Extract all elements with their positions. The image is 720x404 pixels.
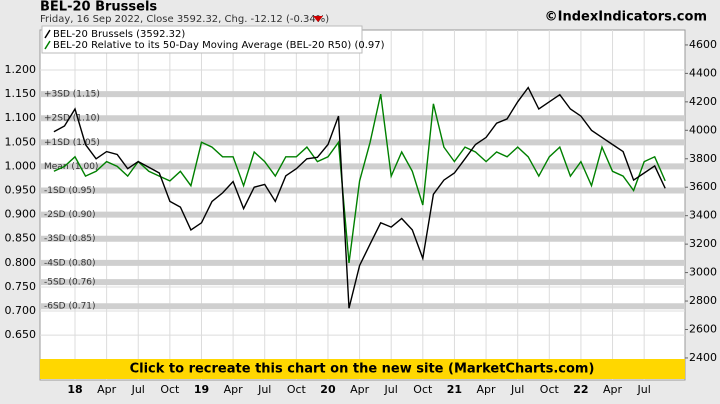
x-tick-label: 20 bbox=[320, 383, 336, 396]
y2-tick-label: 2600 bbox=[689, 322, 717, 335]
down-arrow bbox=[313, 16, 323, 22]
banner[interactable]: Click to recreate this chart on the new … bbox=[130, 362, 595, 377]
y2-tick-label: 3200 bbox=[689, 237, 717, 250]
sd-label: Mean (1.00) bbox=[44, 162, 98, 172]
y-tick-label: 0.700 bbox=[5, 304, 37, 317]
sd-label: -6SD (0.71) bbox=[44, 302, 96, 312]
x-tick-label: 21 bbox=[447, 383, 462, 396]
sd-label: +3SD (1.15) bbox=[44, 90, 100, 100]
y2-tick-label: 3400 bbox=[689, 209, 717, 222]
x-tick-label: Oct bbox=[160, 383, 180, 396]
y2-tick-label: 4200 bbox=[689, 95, 717, 108]
y-tick-label: 0.750 bbox=[5, 280, 37, 293]
series-line bbox=[53, 93, 666, 263]
chart-title: BEL-20 Brussels bbox=[40, 0, 157, 15]
y2-tick-label: 4000 bbox=[689, 123, 717, 136]
lines bbox=[53, 86, 666, 309]
sd-label: +1SD (1.05) bbox=[44, 138, 100, 148]
x-tick-label: Oct bbox=[287, 383, 307, 396]
banner-bg[interactable] bbox=[40, 359, 685, 379]
y-tick-label: 1.050 bbox=[5, 135, 37, 148]
y-tick-label: 1.200 bbox=[5, 63, 37, 76]
x-tick-label: Apr bbox=[477, 383, 497, 396]
x-tick-label: Jul bbox=[510, 383, 524, 396]
x-tick-label: Jul bbox=[257, 383, 271, 396]
y2-tick-label: 3800 bbox=[689, 152, 717, 165]
sd-label: -5SD (0.76) bbox=[44, 278, 96, 288]
sd-label: -3SD (0.85) bbox=[44, 234, 96, 244]
y-tick-label: 1.000 bbox=[5, 159, 37, 172]
x-tick-label: Apr bbox=[97, 383, 117, 396]
axes: 0.650 0.700 0.750 0.800 0.850 0.900 0.950 1.000… bbox=[5, 38, 718, 396]
legend: BEL-20 Brussels (3592.32)BEL-20 Relative… bbox=[41, 25, 385, 54]
sd-label: -2SD (0.90) bbox=[44, 210, 96, 220]
y-tick-label: 0.950 bbox=[5, 184, 37, 197]
source: ©IndexIndicators.com bbox=[545, 10, 707, 25]
y-tick-label: 1.150 bbox=[5, 87, 37, 100]
chart-subtitle: Friday, 16 Sep 2022, Close 3592.32, Chg.… bbox=[40, 14, 329, 25]
y2-tick-label: 3000 bbox=[689, 266, 717, 279]
x-tick-label: Apr bbox=[224, 383, 244, 396]
x-tick-label: Jul bbox=[384, 383, 398, 396]
sd-label: +2SD (1.10) bbox=[44, 114, 100, 124]
x-tick-label: Oct bbox=[540, 383, 560, 396]
legend-swatch bbox=[44, 29, 51, 39]
series-line bbox=[53, 86, 666, 309]
legend-label: BEL-20 Relative to its 50-Day Moving Ave… bbox=[53, 40, 385, 51]
sd-label: -4SD (0.80) bbox=[44, 258, 96, 268]
legend-box bbox=[41, 25, 363, 54]
x-tick-label: 19 bbox=[194, 383, 209, 396]
x-tick-label: Jul bbox=[637, 383, 651, 396]
y-tick-label: 0.900 bbox=[5, 208, 37, 221]
y-tick-label: 1.100 bbox=[5, 111, 37, 124]
x-tick-label: 22 bbox=[573, 383, 588, 396]
legend-label: BEL-20 Brussels (3592.32) bbox=[53, 29, 185, 40]
x-tick-label: Apr bbox=[350, 383, 370, 396]
y2-tick-label: 3600 bbox=[689, 180, 717, 193]
y-tick-label: 0.650 bbox=[5, 328, 37, 341]
x-tick-label: Oct bbox=[413, 383, 433, 396]
y2-tick-label: 2400 bbox=[689, 351, 717, 364]
x-tick-label: 18 bbox=[67, 383, 82, 396]
y2-tick-label: 4400 bbox=[689, 66, 717, 79]
x-tick-label: Apr bbox=[603, 383, 623, 396]
legend-swatch bbox=[44, 40, 51, 50]
plot-area bbox=[39, 29, 686, 381]
y-tick-label: 0.850 bbox=[5, 232, 37, 245]
y2-tick-label: 2800 bbox=[689, 294, 717, 307]
x-tick-label: Jul bbox=[131, 383, 145, 396]
y-tick-label: 0.800 bbox=[5, 256, 37, 269]
sd-label: -1SD (0.95) bbox=[44, 186, 96, 196]
y2-tick-label: 4600 bbox=[689, 38, 717, 51]
sd-lines: +3SD (1.15) +2SD (1.10) +1SD (1.05) Mean (1… bbox=[40, 90, 685, 312]
